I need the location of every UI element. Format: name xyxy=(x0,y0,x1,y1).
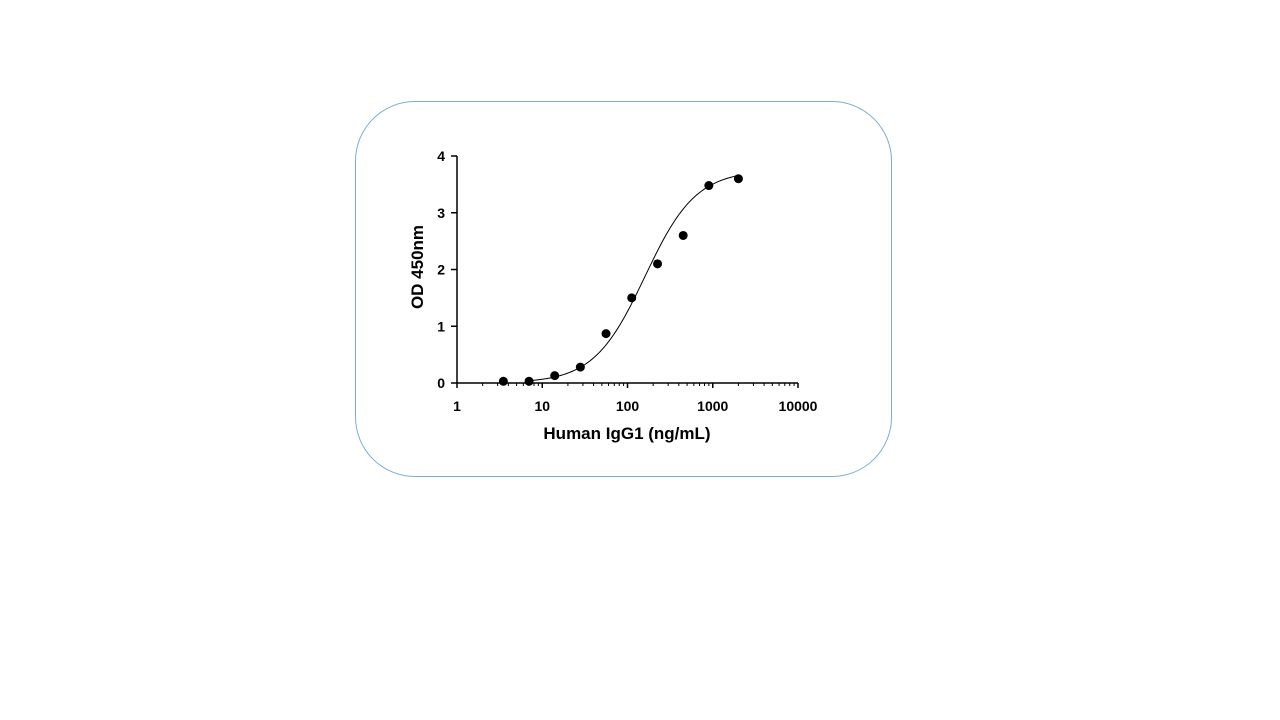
data-point xyxy=(653,259,663,269)
axes xyxy=(456,156,798,384)
y-tick-label: 0 xyxy=(437,375,445,391)
x-axis-title: Human IgG1 (ng/mL) xyxy=(543,424,710,443)
data-point xyxy=(733,174,743,184)
data-point xyxy=(524,376,534,386)
data-point xyxy=(498,376,508,386)
chart-card: 1 10 100 1000 10000 0 1 2 3 4 Human IgG1 (ng/mL) … xyxy=(355,101,892,477)
y-tick-label: 3 xyxy=(437,205,445,221)
data-point xyxy=(550,371,560,381)
data-point xyxy=(704,181,714,191)
data-point xyxy=(575,362,585,372)
x-tick-label: 1000 xyxy=(697,398,728,414)
y-tick-label: 1 xyxy=(437,318,445,334)
x-tick-label: 1 xyxy=(453,398,461,414)
y-axis-title: OD 450nm xyxy=(408,225,427,309)
fit-curve xyxy=(528,175,739,382)
y-tick-label: 4 xyxy=(437,148,445,164)
x-tick-label: 100 xyxy=(616,398,640,414)
data-point xyxy=(627,293,637,303)
data-point xyxy=(601,329,611,339)
x-tick-label: 10000 xyxy=(779,398,818,414)
x-tick-label: 10 xyxy=(534,398,550,414)
data-points xyxy=(498,174,743,386)
y-tick-label: 2 xyxy=(437,262,445,278)
data-point xyxy=(678,230,688,240)
